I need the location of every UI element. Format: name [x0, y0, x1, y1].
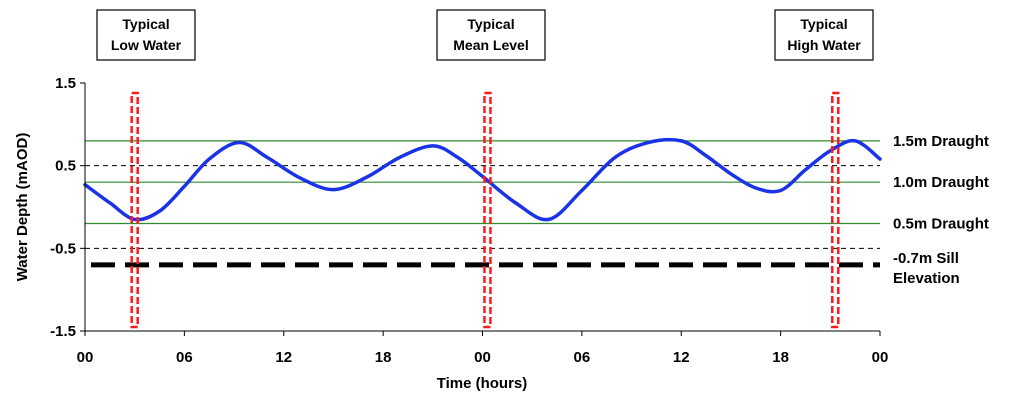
- x-ticks: 00 06 12 18 00 06 12 18 00: [77, 331, 889, 366]
- y-tick-label-2: -0.5: [50, 240, 76, 257]
- reference-label-5-line2: Elevation: [893, 270, 960, 287]
- x-tick-label-7: 18: [772, 349, 789, 366]
- reference-label-2: 0.5m Draught: [893, 216, 989, 233]
- x-tick-label-2: 12: [275, 349, 292, 366]
- marker-label-boxes: Typical Low Water Typical Mean Level Typ…: [96, 9, 874, 61]
- series-line-0: [83, 137, 882, 222]
- marker-label-0-line2: Low Water: [111, 37, 182, 53]
- marker-lines: [130, 91, 840, 329]
- x-axis-title: Time (hours): [437, 375, 528, 392]
- marker-label-0-line1: Typical: [122, 16, 169, 32]
- reference-label-0: 1.5m Draught: [893, 133, 989, 150]
- marker-line-1: [483, 91, 492, 329]
- x-tick-label-3: 18: [375, 349, 392, 366]
- marker-box-2: [774, 9, 874, 61]
- x-tick-label-6: 12: [673, 349, 690, 366]
- y-tick-label-1: 0.5: [55, 158, 76, 175]
- reference-label-1: 1.0m Draught: [893, 174, 989, 191]
- reference-line-labels: 1.5m Draught 1.0m Draught 0.5m Draught -0.7…: [893, 133, 989, 287]
- marker-line-0: [130, 91, 139, 329]
- x-tick-label-5: 06: [574, 349, 591, 366]
- axes: [84, 83, 880, 332]
- marker-label-2-line1: Typical: [800, 16, 847, 32]
- x-tick-label-0: 00: [77, 349, 94, 366]
- y-tick-label-0: 1.5: [55, 75, 76, 92]
- x-tick-label-1: 06: [176, 349, 193, 366]
- y-axis-title: Water Depth (mAOD): [14, 133, 31, 282]
- marker-box-0: [96, 9, 196, 61]
- y-tick-label-3: -1.5: [50, 323, 76, 340]
- reference-label-5-line1: -0.7m Sill: [893, 250, 959, 267]
- reference-lines: [85, 140, 880, 268]
- marker-label-1-line1: Typical: [467, 16, 514, 32]
- marker-box-1: [436, 9, 546, 61]
- series-layer: [83, 137, 882, 222]
- y-ticks: 1.5 0.5 -0.5 -1.5: [50, 75, 85, 340]
- x-tick-label-8: 00: [872, 349, 889, 366]
- marker-label-1-line2: Mean Level: [453, 37, 528, 53]
- marker-line-2: [831, 91, 840, 329]
- marker-label-2-line2: High Water: [787, 37, 861, 53]
- x-tick-label-4: 00: [474, 349, 491, 366]
